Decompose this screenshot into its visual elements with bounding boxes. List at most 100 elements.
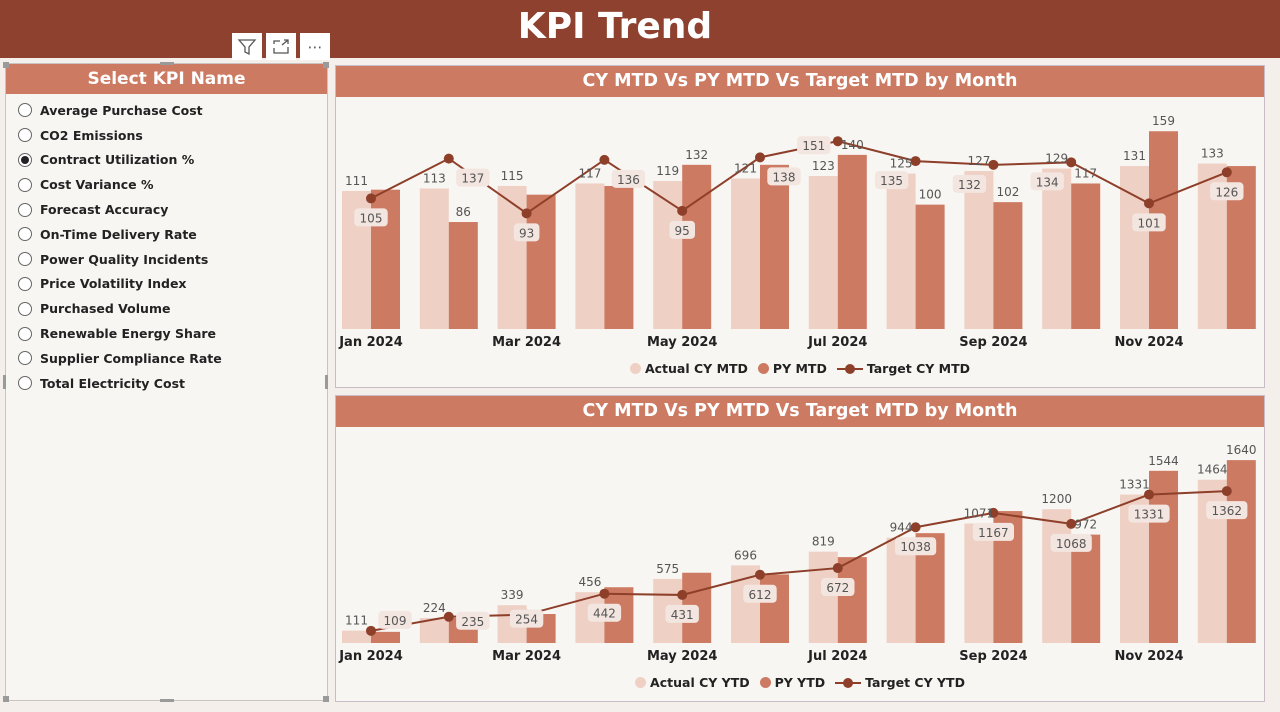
actual-bar[interactable] <box>342 630 371 643</box>
py-bar[interactable] <box>1071 534 1101 643</box>
actual-bar[interactable] <box>419 618 449 643</box>
py-bar[interactable] <box>837 557 867 643</box>
py-bar[interactable] <box>760 164 789 329</box>
actual-bar[interactable] <box>1120 166 1149 329</box>
target-point[interactable] <box>677 589 688 600</box>
radio-icon[interactable] <box>18 252 32 267</box>
target-point[interactable] <box>1144 198 1154 209</box>
focus-mode-icon[interactable] <box>266 33 296 60</box>
slicer-item[interactable]: Cost Variance % <box>6 172 327 197</box>
target-point[interactable] <box>443 611 454 622</box>
mtd-chart: Jan 2024 Mar 2024 May 2024 Jul 2024 Sep 2024… <box>338 114 1256 350</box>
py-bar[interactable] <box>682 164 712 329</box>
radio-icon[interactable] <box>18 202 32 217</box>
actual-data-label: 339 <box>501 588 524 602</box>
target-point[interactable] <box>988 507 999 518</box>
slicer-item[interactable]: Renewable Energy Share <box>6 321 327 346</box>
actual-bar[interactable] <box>886 537 916 643</box>
actual-bar[interactable] <box>1042 168 1072 329</box>
target-point[interactable] <box>1066 157 1077 168</box>
data-label-box <box>669 220 695 239</box>
resize-handle[interactable] <box>160 699 174 702</box>
slicer-item[interactable]: On-Time Delivery Rate <box>6 222 327 247</box>
target-point[interactable] <box>988 159 999 170</box>
actual-bar[interactable] <box>808 176 838 329</box>
py-bar[interactable] <box>760 574 789 643</box>
py-bar[interactable] <box>526 194 556 329</box>
py-bar[interactable] <box>915 204 945 329</box>
radio-selected-icon[interactable] <box>18 152 32 167</box>
py-bar[interactable] <box>837 154 867 329</box>
radio-icon[interactable] <box>18 177 32 192</box>
resize-handle[interactable] <box>323 696 329 702</box>
more-options-icon[interactable]: ⋯ <box>300 33 330 60</box>
target-point[interactable] <box>1221 486 1232 497</box>
actual-data-label: 696 <box>734 548 757 562</box>
slicer-item[interactable]: Total Electricity Cost <box>6 371 327 396</box>
py-bar[interactable] <box>1071 183 1101 329</box>
legend-item-target[interactable]: Target CY YTD <box>835 675 965 690</box>
actual-bar[interactable] <box>964 523 994 643</box>
target-point[interactable] <box>1221 167 1232 178</box>
slicer-item[interactable]: Power Quality Incidents <box>6 247 327 272</box>
target-point[interactable] <box>832 136 843 147</box>
radio-icon[interactable] <box>18 227 32 242</box>
target-point[interactable] <box>910 156 921 167</box>
resize-handle[interactable] <box>3 696 9 702</box>
actual-bar[interactable] <box>808 551 838 643</box>
py-bar[interactable] <box>604 185 634 329</box>
target-point[interactable] <box>755 569 765 580</box>
target-point[interactable] <box>755 152 765 163</box>
py-bar[interactable] <box>371 631 400 643</box>
target-point[interactable] <box>1144 489 1154 500</box>
slicer-item[interactable]: Purchased Volume <box>6 296 327 321</box>
py-bar[interactable] <box>1149 470 1178 643</box>
slicer-item[interactable]: Contract Utilization % <box>6 148 327 173</box>
legend-item-py[interactable]: PY YTD <box>759 675 825 690</box>
actual-bar[interactable] <box>419 188 449 329</box>
resize-handle[interactable] <box>3 62 9 68</box>
slicer-item[interactable]: Supplier Compliance Rate <box>6 346 327 371</box>
actual-bar[interactable] <box>653 180 683 329</box>
radio-icon[interactable] <box>18 103 32 118</box>
resize-handle[interactable] <box>160 62 174 65</box>
slicer-item[interactable]: CO2 Emissions <box>6 123 327 148</box>
actual-bar[interactable] <box>731 178 760 329</box>
legend-item-actual[interactable]: Actual CY YTD <box>635 675 750 690</box>
py-bar[interactable] <box>1226 460 1256 643</box>
actual-bar[interactable] <box>1042 509 1072 643</box>
target-point[interactable] <box>677 205 688 216</box>
resize-handle[interactable] <box>325 375 328 389</box>
py-data-label: 102 <box>996 185 1019 199</box>
target-point[interactable] <box>910 522 921 533</box>
slicer-item[interactable]: Average Purchase Cost <box>6 98 327 123</box>
radio-icon[interactable] <box>18 326 32 341</box>
target-point[interactable] <box>832 563 843 574</box>
slicer-item[interactable]: Forecast Accuracy <box>6 197 327 222</box>
radio-icon[interactable] <box>18 351 32 366</box>
legend-item-target[interactable]: Target CY MTD <box>836 361 970 376</box>
legend-item-py[interactable]: PY MTD <box>757 361 827 376</box>
radio-icon[interactable] <box>18 276 32 291</box>
target-point[interactable] <box>599 588 610 599</box>
legend-item-actual[interactable]: Actual CY MTD <box>629 361 748 376</box>
target-point[interactable] <box>1066 518 1077 529</box>
actual-bar[interactable] <box>497 185 527 329</box>
resize-handle[interactable] <box>3 375 6 389</box>
slicer-item[interactable]: Price Volatility Index <box>6 272 327 297</box>
py-bar[interactable] <box>993 202 1023 329</box>
radio-icon[interactable] <box>18 301 32 316</box>
target-point[interactable] <box>366 193 376 204</box>
resize-handle[interactable] <box>323 62 329 68</box>
filter-icon[interactable] <box>232 33 262 60</box>
target-point[interactable] <box>366 625 376 636</box>
py-bar[interactable] <box>448 222 478 329</box>
radio-icon[interactable] <box>18 128 32 143</box>
radio-icon[interactable] <box>18 376 32 391</box>
target-point[interactable] <box>443 153 454 164</box>
actual-bar[interactable] <box>964 171 994 329</box>
actual-bar[interactable] <box>886 173 916 329</box>
actual-bar[interactable] <box>575 183 605 329</box>
target-point[interactable] <box>599 154 610 165</box>
target-point[interactable] <box>521 208 532 219</box>
